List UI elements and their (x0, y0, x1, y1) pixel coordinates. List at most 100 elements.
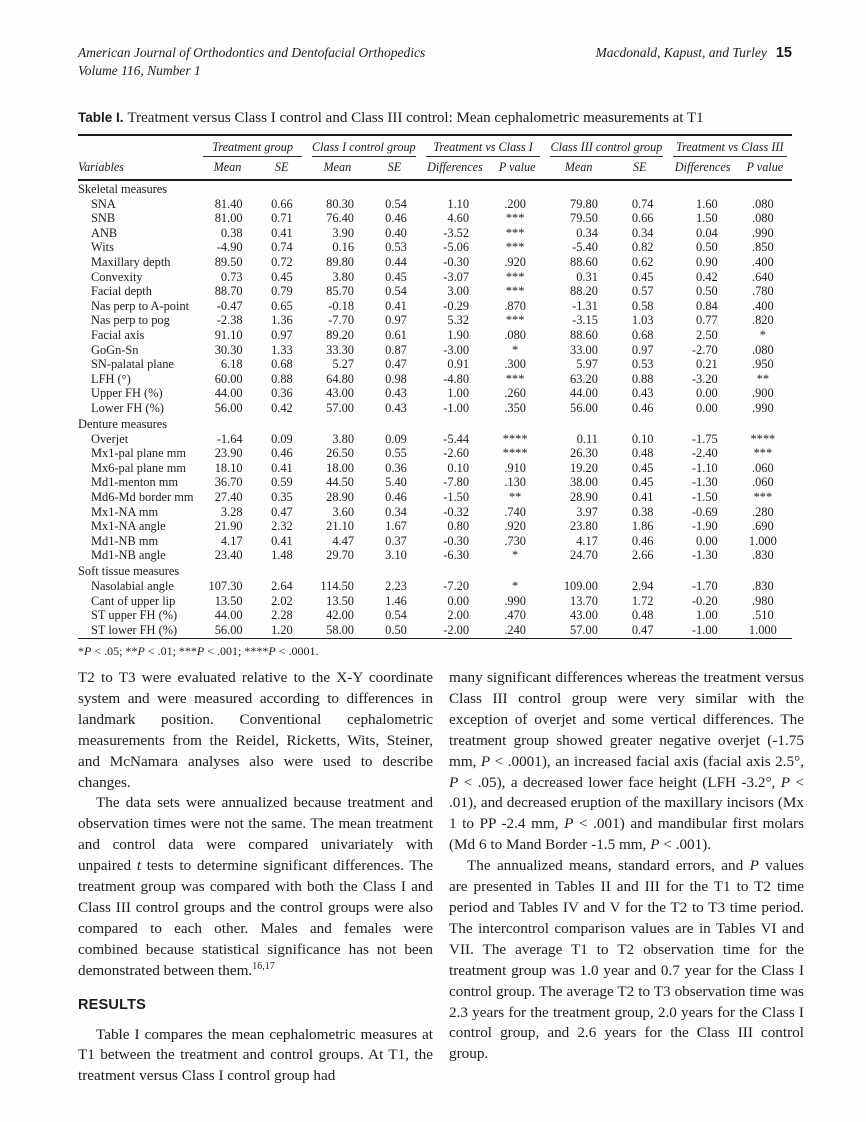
column-header-mean: Mean (198, 157, 257, 181)
value-cell: 89.80 (326, 254, 355, 269)
value-cell: **** (502, 446, 528, 461)
value-cell: 3.90 (332, 225, 355, 240)
value-cell: 57.00 (570, 622, 598, 637)
value-cell: 43.00 (326, 386, 355, 401)
value-cell: 79.80 (570, 196, 598, 211)
value-cell: 4.17 (220, 533, 243, 548)
value-cell: 56.00 (570, 400, 598, 415)
value-cell: 89.20 (326, 327, 355, 342)
value-cell: 1.10 (447, 196, 470, 211)
value-cell: -1.30 (691, 475, 718, 490)
table-row: Mx1-NA angle 21.90 2.32 21.10 1.67 0.80 .920 23… (78, 520, 792, 535)
paragraph-text: The annualized means, standard errors, a… (449, 857, 804, 1063)
value-cell: 0.72 (271, 254, 293, 269)
table-row: SNB 81.00 0.71 76.40 0.46 4.60 *** 79.50 0.66 1.5… (78, 212, 792, 227)
variable-label: Cant of upper lip (91, 593, 176, 608)
value-cell: .910 (504, 460, 526, 475)
value-cell: -1.50 (443, 489, 470, 504)
value-cell: -5.40 (572, 240, 598, 255)
value-cell: *** (753, 489, 773, 504)
value-cell: 0.54 (385, 196, 407, 211)
value-cell: 0.41 (271, 460, 293, 475)
value-cell: 2.23 (385, 579, 407, 594)
value-cell: 0.57 (631, 284, 654, 299)
value-cell: 24.70 (570, 548, 598, 563)
value-cell: .990 (752, 225, 774, 240)
value-cell: 1.46 (385, 593, 407, 608)
variable-label: Md1-NB angle (91, 548, 166, 563)
value-cell: 0.45 (385, 269, 407, 284)
value-cell: 0.58 (631, 298, 654, 313)
column-header-mean: Mean (545, 157, 612, 181)
value-cell: 0.43 (385, 386, 407, 401)
value-cell: -1.50 (691, 489, 718, 504)
value-cell: 0.68 (631, 327, 654, 342)
value-cell: 1.90 (447, 327, 470, 342)
value-cell: *** (505, 240, 525, 255)
value-cell: .130 (504, 475, 526, 490)
value-cell: 0.88 (271, 371, 293, 386)
value-cell: 29.70 (326, 548, 355, 563)
value-cell: 0.98 (385, 371, 407, 386)
value-cell: -2.60 (443, 446, 470, 461)
value-cell: 1.86 (631, 519, 654, 534)
value-cell: 0.38 (631, 504, 654, 519)
value-cell: 5.27 (332, 357, 355, 372)
value-cell: .510 (752, 608, 774, 623)
value-cell: 28.90 (570, 489, 598, 504)
value-cell: 0.62 (631, 254, 654, 269)
value-cell: 56.00 (214, 400, 243, 415)
value-cell: 80.30 (326, 196, 355, 211)
column-header-se: SE (368, 157, 421, 181)
value-cell: 0.84 (696, 298, 718, 313)
value-cell: -4.90 (216, 240, 243, 255)
value-cell: **** (502, 431, 528, 446)
value-cell: 0.74 (271, 240, 293, 255)
left-column: T2 to T3 were evaluated relative to the … (78, 668, 433, 1087)
value-cell: -1.70 (691, 579, 718, 594)
value-cell: 2.32 (271, 519, 293, 534)
value-cell: .640 (752, 269, 774, 284)
table-column-header-row: Variables Mean SE Mean SE Differences P … (78, 157, 792, 181)
column-header-pvalue: P value (489, 157, 546, 181)
value-cell: .830 (752, 579, 774, 594)
table-title: Table I. Treatment versus Class I control… (78, 110, 792, 127)
table-row: Overjet -1.64 0.09 3.80 0.09 -5.44 **** 0.11 0.1… (78, 432, 792, 447)
variable-label: LFH (°) (91, 371, 131, 386)
value-cell: 3.28 (220, 504, 243, 519)
value-cell: 28.90 (326, 489, 355, 504)
value-cell: .900 (752, 386, 774, 401)
variable-label: Mx6-pal plane mm (91, 460, 186, 475)
running-head: American Journal of Orthodontics and Den… (78, 44, 792, 79)
value-cell: .060 (752, 460, 774, 475)
value-cell: 27.40 (214, 489, 243, 504)
value-cell: 0.54 (385, 284, 407, 299)
value-cell: 26.30 (570, 446, 598, 461)
table-row: Mx6-pal plane mm 18.10 0.41 18.00 0.36 0.10 .9… (78, 461, 792, 476)
value-cell: 0.46 (385, 211, 407, 226)
table-row: Mx1-pal plane mm 23.90 0.46 26.50 0.55 -2.60 *… (78, 447, 792, 462)
value-cell: -1.10 (691, 460, 718, 475)
value-cell: 0.97 (631, 342, 654, 357)
value-cell: .200 (504, 196, 526, 211)
variable-label: Overjet (91, 431, 129, 446)
value-cell: 21.10 (326, 519, 355, 534)
value-cell: 0.45 (631, 269, 654, 284)
variable-label: Mx1-pal plane mm (91, 446, 186, 461)
value-cell: 4.60 (447, 211, 470, 226)
value-cell: 0.10 (631, 431, 654, 446)
group-header-treatment: Treatment group (198, 135, 306, 157)
value-cell: 0.21 (696, 357, 718, 372)
section-label: Soft tissue measures (78, 564, 180, 579)
value-cell: 0.37 (385, 533, 407, 548)
value-cell: 0.79 (271, 284, 293, 299)
table-row: Md1-NB angle 23.40 1.48 29.70 3.10 -6.30 * 24.7… (78, 549, 792, 564)
group-header-tx-vs-class1: Treatment vs Class I (421, 135, 545, 157)
value-cell: 5.32 (447, 313, 470, 328)
right-column: many significant differences whereas the… (449, 668, 804, 1087)
paragraph: The data sets were annualized because tr… (78, 793, 433, 981)
journal-title: American Journal of Orthodontics and Den… (78, 45, 426, 60)
value-cell: .350 (504, 400, 526, 415)
page-number: 15 (775, 45, 792, 61)
table-row: ST upper FH (%) 44.00 2.28 42.00 0.54 2.00 .47… (78, 609, 792, 624)
